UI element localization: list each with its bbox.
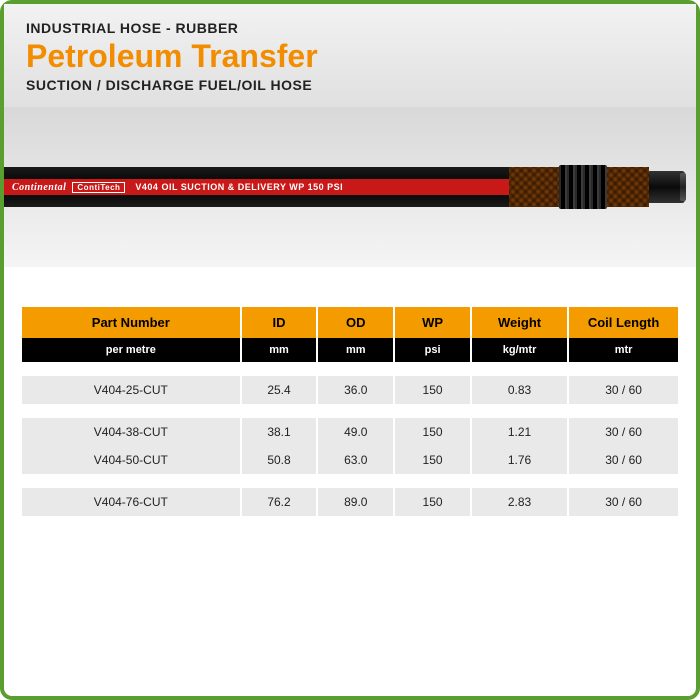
brand-box: ContiTech — [72, 182, 125, 193]
col-unit-weight: kg/mtr — [472, 338, 567, 362]
col-header-coil: Coil Length — [569, 307, 678, 338]
page-subtitle: SUCTION / DISCHARGE FUEL/OIL HOSE — [26, 77, 674, 93]
cell-weight: 1.21 — [472, 418, 567, 446]
col-unit-part: per metre — [22, 338, 240, 362]
cell-id: 50.8 — [242, 446, 317, 474]
cell-coil: 30 / 60 — [569, 488, 678, 516]
col-unit-coil: mtr — [569, 338, 678, 362]
hose-braid-layer — [509, 167, 559, 207]
cell-wp: 150 — [395, 446, 470, 474]
hose-end-cuff — [649, 171, 685, 203]
table-gap-row — [22, 362, 678, 376]
spec-table-container: Part Number ID OD WP Weight Coil Length … — [4, 267, 696, 516]
col-header-wp: WP — [395, 307, 470, 338]
spec-table: Part Number ID OD WP Weight Coil Length … — [20, 307, 680, 516]
cell-part: V404-25-CUT — [22, 376, 240, 404]
table-row: V404-25-CUT25.436.01500.8330 / 60 — [22, 376, 678, 404]
cell-weight: 0.83 — [472, 376, 567, 404]
cell-id: 38.1 — [242, 418, 317, 446]
cell-part: V404-76-CUT — [22, 488, 240, 516]
table-row: V404-50-CUT50.863.01501.7630 / 60 — [22, 446, 678, 474]
col-unit-id: mm — [242, 338, 317, 362]
hose-braid-layer-inner — [607, 167, 649, 207]
col-header-od: OD — [318, 307, 393, 338]
cell-part: V404-38-CUT — [22, 418, 240, 446]
cell-coil: 30 / 60 — [569, 418, 678, 446]
cell-weight: 2.83 — [472, 488, 567, 516]
table-row: V404-76-CUT76.289.01502.8330 / 60 — [22, 488, 678, 516]
product-illustration: Continental ContiTech V404 OIL SUCTION &… — [4, 107, 696, 267]
table-gap-row — [22, 474, 678, 488]
hose-print-band: Continental ContiTech V404 OIL SUCTION &… — [4, 179, 509, 195]
cell-coil: 30 / 60 — [569, 376, 678, 404]
cell-wp: 150 — [395, 488, 470, 516]
page-title: Petroleum Transfer — [26, 38, 674, 75]
category-label: INDUSTRIAL HOSE - RUBBER — [26, 20, 674, 36]
cell-od: 36.0 — [318, 376, 393, 404]
hose-graphic: Continental ContiTech V404 OIL SUCTION &… — [4, 159, 696, 215]
table-row: V404-38-CUT38.149.01501.2130 / 60 — [22, 418, 678, 446]
cell-od: 49.0 — [318, 418, 393, 446]
col-header-part: Part Number — [22, 307, 240, 338]
cell-id: 25.4 — [242, 376, 317, 404]
table-body: V404-25-CUT25.436.01500.8330 / 60V404-38… — [22, 362, 678, 516]
col-header-id: ID — [242, 307, 317, 338]
cell-od: 89.0 — [318, 488, 393, 516]
cell-wp: 150 — [395, 418, 470, 446]
col-unit-wp: psi — [395, 338, 470, 362]
col-header-weight: Weight — [472, 307, 567, 338]
cell-id: 76.2 — [242, 488, 317, 516]
cell-part: V404-50-CUT — [22, 446, 240, 474]
col-unit-od: mm — [318, 338, 393, 362]
table-header: Part Number ID OD WP Weight Coil Length … — [22, 307, 678, 362]
hose-print-text: V404 OIL SUCTION & DELIVERY WP 150 PSI — [135, 182, 343, 192]
brand-logo: Continental — [12, 182, 66, 193]
table-gap-row — [22, 404, 678, 418]
hose-helix-coil — [559, 165, 607, 209]
cell-od: 63.0 — [318, 446, 393, 474]
cell-wp: 150 — [395, 376, 470, 404]
cell-weight: 1.76 — [472, 446, 567, 474]
cell-coil: 30 / 60 — [569, 446, 678, 474]
page-header: INDUSTRIAL HOSE - RUBBER Petroleum Trans… — [4, 4, 696, 107]
